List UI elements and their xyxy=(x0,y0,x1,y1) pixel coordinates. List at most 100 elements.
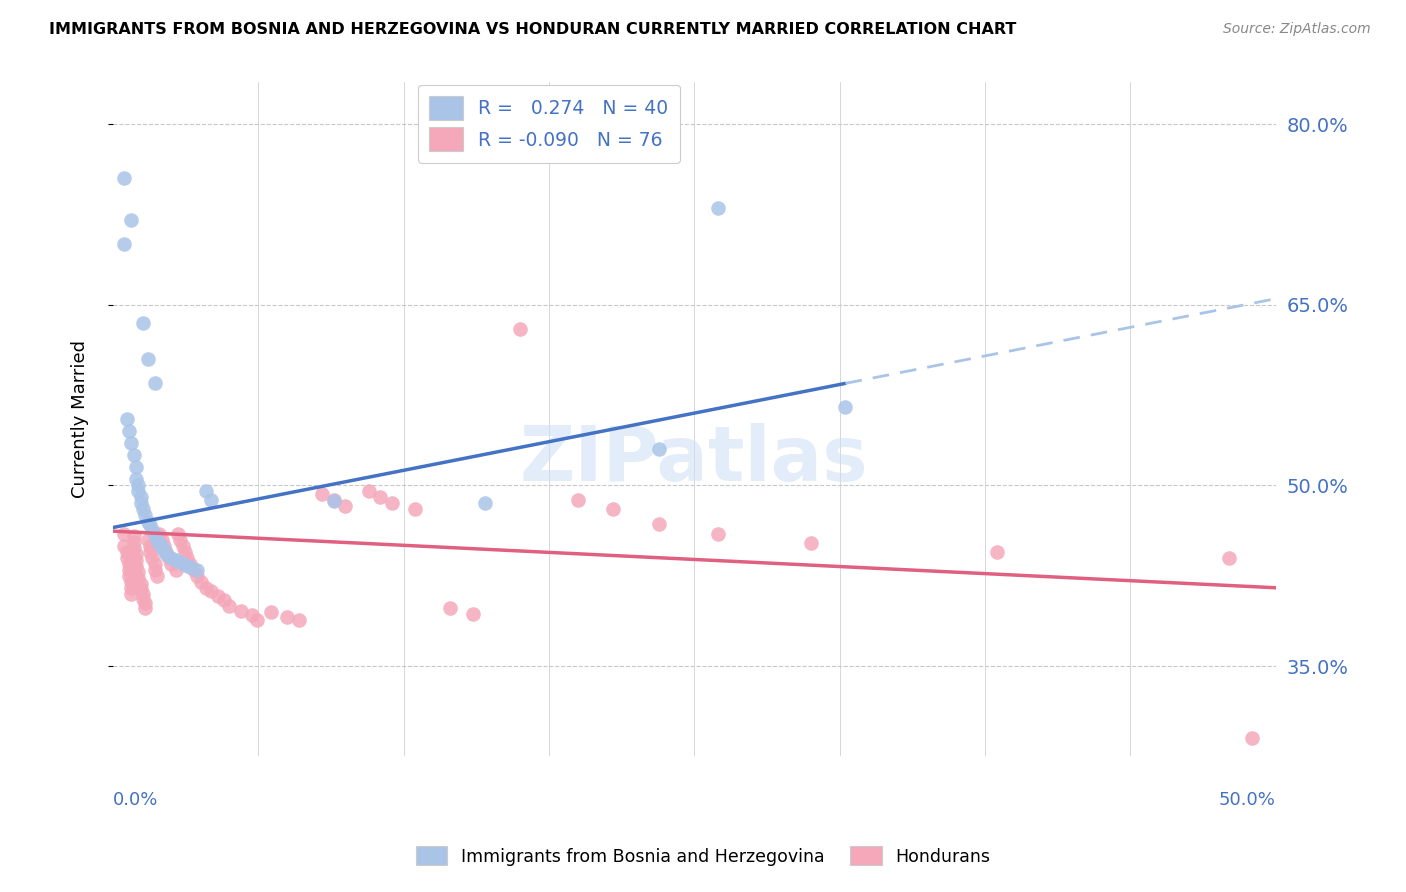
Point xyxy=(207,589,229,603)
Point xyxy=(183,563,205,577)
Point xyxy=(200,584,222,599)
Point xyxy=(125,553,148,567)
Point xyxy=(155,547,177,561)
Point xyxy=(322,494,344,508)
Point xyxy=(118,563,141,577)
Point xyxy=(463,607,485,622)
Point xyxy=(141,550,163,565)
Point xyxy=(160,557,183,571)
Point xyxy=(194,581,217,595)
Point xyxy=(127,478,149,492)
Point xyxy=(190,574,212,589)
Point xyxy=(200,492,222,507)
Point xyxy=(143,376,166,390)
Point xyxy=(134,596,156,610)
Point xyxy=(132,591,155,606)
Point xyxy=(153,539,176,553)
Point xyxy=(186,563,208,577)
Point xyxy=(165,553,187,567)
Point xyxy=(167,526,190,541)
Point xyxy=(602,502,624,516)
Point xyxy=(139,544,162,558)
Point xyxy=(1218,550,1240,565)
Point xyxy=(176,550,198,565)
Point xyxy=(474,496,496,510)
Point xyxy=(986,544,1008,558)
Point xyxy=(276,609,298,624)
Text: Source: ZipAtlas.com: Source: ZipAtlas.com xyxy=(1223,22,1371,37)
Point xyxy=(404,502,426,516)
Point xyxy=(114,526,136,541)
Point xyxy=(246,613,269,627)
Point xyxy=(114,237,136,252)
Point xyxy=(174,558,197,572)
Point xyxy=(186,568,208,582)
Point xyxy=(127,565,149,579)
Point xyxy=(834,400,856,414)
Point xyxy=(150,540,173,554)
Point xyxy=(115,550,138,565)
Point xyxy=(368,491,391,505)
Point xyxy=(129,491,152,505)
Point xyxy=(132,587,155,601)
Text: ZIPatlas: ZIPatlas xyxy=(520,423,869,497)
Point xyxy=(800,536,823,550)
Point xyxy=(120,581,142,595)
Point xyxy=(179,557,201,571)
Point xyxy=(114,171,136,186)
Point xyxy=(122,529,145,543)
Legend: R =   0.274   N = 40, R = -0.090   N = 76: R = 0.274 N = 40, R = -0.090 N = 76 xyxy=(418,85,679,162)
Point xyxy=(169,533,191,547)
Point xyxy=(165,563,187,577)
Point xyxy=(169,556,191,570)
Point xyxy=(125,559,148,574)
Point xyxy=(120,574,142,589)
Text: 0.0%: 0.0% xyxy=(112,791,159,809)
Point xyxy=(120,587,142,601)
Point xyxy=(134,508,156,523)
Point xyxy=(118,424,141,438)
Point xyxy=(120,213,142,227)
Point xyxy=(115,544,138,558)
Text: 50.0%: 50.0% xyxy=(1219,791,1275,809)
Point xyxy=(706,526,728,541)
Point xyxy=(136,515,159,529)
Point xyxy=(122,541,145,555)
Point xyxy=(115,412,138,426)
Point xyxy=(194,484,217,499)
Point xyxy=(218,599,240,613)
Point xyxy=(125,547,148,561)
Point xyxy=(148,526,170,541)
Point xyxy=(155,544,177,558)
Point xyxy=(127,571,149,585)
Point xyxy=(127,484,149,499)
Point xyxy=(179,560,201,574)
Point xyxy=(567,492,589,507)
Point xyxy=(118,568,141,582)
Point xyxy=(143,557,166,571)
Point xyxy=(706,202,728,216)
Point xyxy=(146,533,169,547)
Point xyxy=(157,550,180,565)
Point xyxy=(122,535,145,549)
Point xyxy=(229,604,252,618)
Point xyxy=(132,316,155,330)
Point xyxy=(648,516,671,531)
Point xyxy=(114,539,136,553)
Point xyxy=(143,563,166,577)
Point xyxy=(335,499,357,513)
Point xyxy=(357,484,380,499)
Point xyxy=(136,351,159,366)
Point xyxy=(120,436,142,450)
Legend: Immigrants from Bosnia and Herzegovina, Hondurans: Immigrants from Bosnia and Herzegovina, … xyxy=(409,839,997,872)
Y-axis label: Currently Married: Currently Married xyxy=(72,340,89,498)
Point xyxy=(139,539,162,553)
Point xyxy=(648,442,671,457)
Point xyxy=(125,460,148,475)
Point xyxy=(214,592,236,607)
Point xyxy=(141,523,163,537)
Point xyxy=(242,608,264,623)
Point xyxy=(148,536,170,550)
Point xyxy=(143,528,166,542)
Point xyxy=(129,577,152,591)
